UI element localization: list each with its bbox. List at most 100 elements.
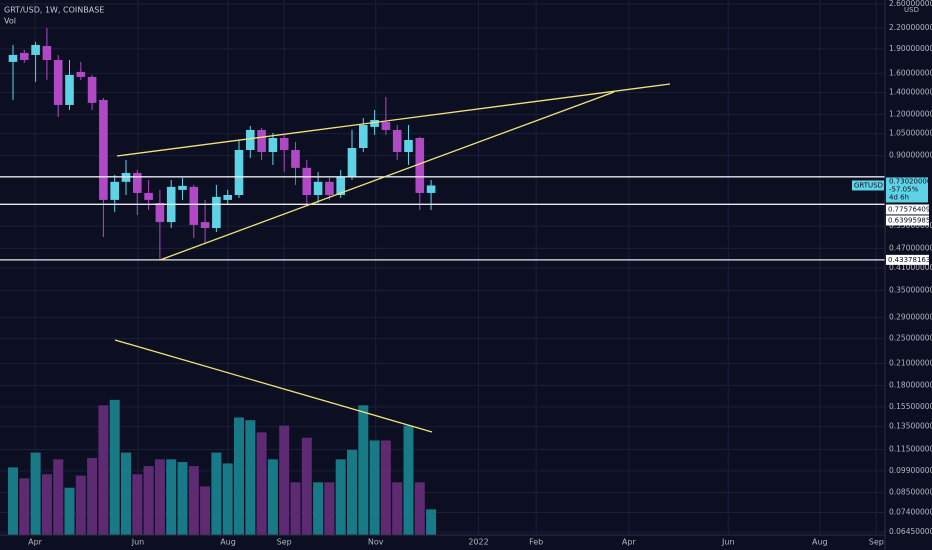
price-axis-bg [885, 0, 932, 550]
candle-body [189, 186, 199, 225]
horizontal-lines [0, 176, 885, 261]
candle-body [291, 149, 300, 168]
candle-body [392, 129, 402, 152]
volumes [7, 399, 437, 535]
y-tick-label: 2.20000000 [889, 23, 932, 32]
candle-body [347, 148, 357, 177]
candle-body [234, 149, 244, 196]
volume-bar [177, 462, 188, 535]
candle-body [381, 121, 391, 130]
symbol-label: GRTUSD [854, 181, 883, 189]
candle-body [358, 125, 368, 149]
x-tick-label: Aug [812, 538, 828, 547]
candles [8, 27, 436, 260]
volume-bar [222, 463, 233, 535]
level-box [886, 215, 929, 226]
volume-bar [19, 478, 30, 535]
volume-bar [245, 420, 256, 535]
volume-bar [109, 399, 120, 535]
y-tick-label: 0.09900000 [889, 466, 932, 475]
wedge-lower-line [159, 91, 615, 261]
x-tick-label: Jun [721, 538, 735, 547]
candle-body [257, 129, 266, 152]
grid [0, 0, 885, 535]
y-tick-label: 1.40000000 [889, 87, 932, 96]
y-tick-label: 0.06450000 [889, 527, 932, 536]
volume-bar [64, 487, 75, 535]
y-tick-label: 0.25000000 [889, 334, 932, 343]
volume-trendline [114, 339, 433, 433]
candle-body [302, 167, 312, 196]
volume-bar [87, 457, 98, 535]
change-label: -57.05% [889, 185, 919, 193]
volume-bar [426, 509, 437, 535]
candle-body [200, 222, 210, 229]
volume-bar [313, 482, 324, 535]
volume-bar [324, 482, 335, 535]
candle-body [8, 54, 18, 62]
volume-bar [7, 467, 18, 535]
x-tick-label: 2022 [468, 538, 488, 547]
symbol-box [852, 180, 884, 191]
candle-body [223, 195, 232, 200]
volume-label: Vol [4, 17, 16, 26]
candle-body [325, 181, 334, 196]
x-tick-label: Apr [28, 538, 43, 547]
volume-bar [233, 417, 244, 535]
x-tick-label: Apr [622, 538, 637, 547]
candle-body [42, 45, 52, 60]
y-tick-label: 0.29000000 [889, 312, 932, 321]
volume-bar [358, 405, 369, 535]
chart-title: GRT/USD, 1W, COINBASE [4, 6, 104, 15]
candle-body [31, 44, 40, 55]
candle-body [268, 138, 278, 152]
x-tick-label: Nov [368, 538, 384, 547]
y-tick-label: 0.07400000 [889, 507, 932, 516]
volume-bar [166, 459, 177, 535]
y-tick-label: 2.60000000 [889, 0, 932, 8]
candle-body [279, 138, 289, 150]
volume-bar [143, 466, 154, 535]
y-tick-label: 0.21000000 [889, 358, 932, 367]
volume-bar [132, 474, 143, 535]
candle-body [370, 119, 379, 127]
candle-body [65, 74, 74, 105]
last-price-box [886, 177, 928, 203]
y-tick-label: 1.20000000 [889, 110, 932, 119]
y-tick-label: 1.60000000 [889, 68, 932, 77]
volume-bar [380, 440, 391, 535]
y-tick-label: 0.13500000 [889, 422, 932, 431]
countdown-label: 4d 6h [889, 193, 909, 201]
level-box [886, 204, 929, 215]
candle-body [76, 71, 86, 77]
candle-body [110, 181, 119, 200]
volume-bar [75, 475, 86, 535]
level-label: 0.63995985 [888, 216, 930, 224]
candle-body [404, 139, 413, 152]
volume-bar [200, 486, 211, 535]
volume-bar [211, 452, 222, 535]
y-tick-label: 1.90000000 [889, 44, 932, 53]
candle-body [99, 99, 108, 200]
x-tick-label: Aug [220, 538, 236, 547]
x-tick-label: Sep [277, 538, 292, 547]
level-label: 0.43378163 [888, 256, 930, 264]
volume-bar [256, 432, 267, 535]
y-tick-label: 0.08500000 [889, 488, 932, 497]
volume-bar [154, 459, 165, 535]
y-tick-label: 0.35000000 [889, 286, 932, 295]
volume-bar [188, 466, 199, 535]
volume-bar [279, 425, 290, 535]
volume-bar [98, 405, 109, 535]
volume-bar [290, 482, 301, 535]
level-box [886, 254, 929, 265]
level-label: 0.77576409 [888, 205, 930, 213]
candle-body [415, 138, 425, 193]
y-tick-label: 0.41000000 [889, 263, 932, 272]
candle-body [155, 202, 165, 223]
candle-body [313, 181, 323, 196]
candle-body [87, 76, 97, 103]
candle-body [132, 172, 142, 193]
